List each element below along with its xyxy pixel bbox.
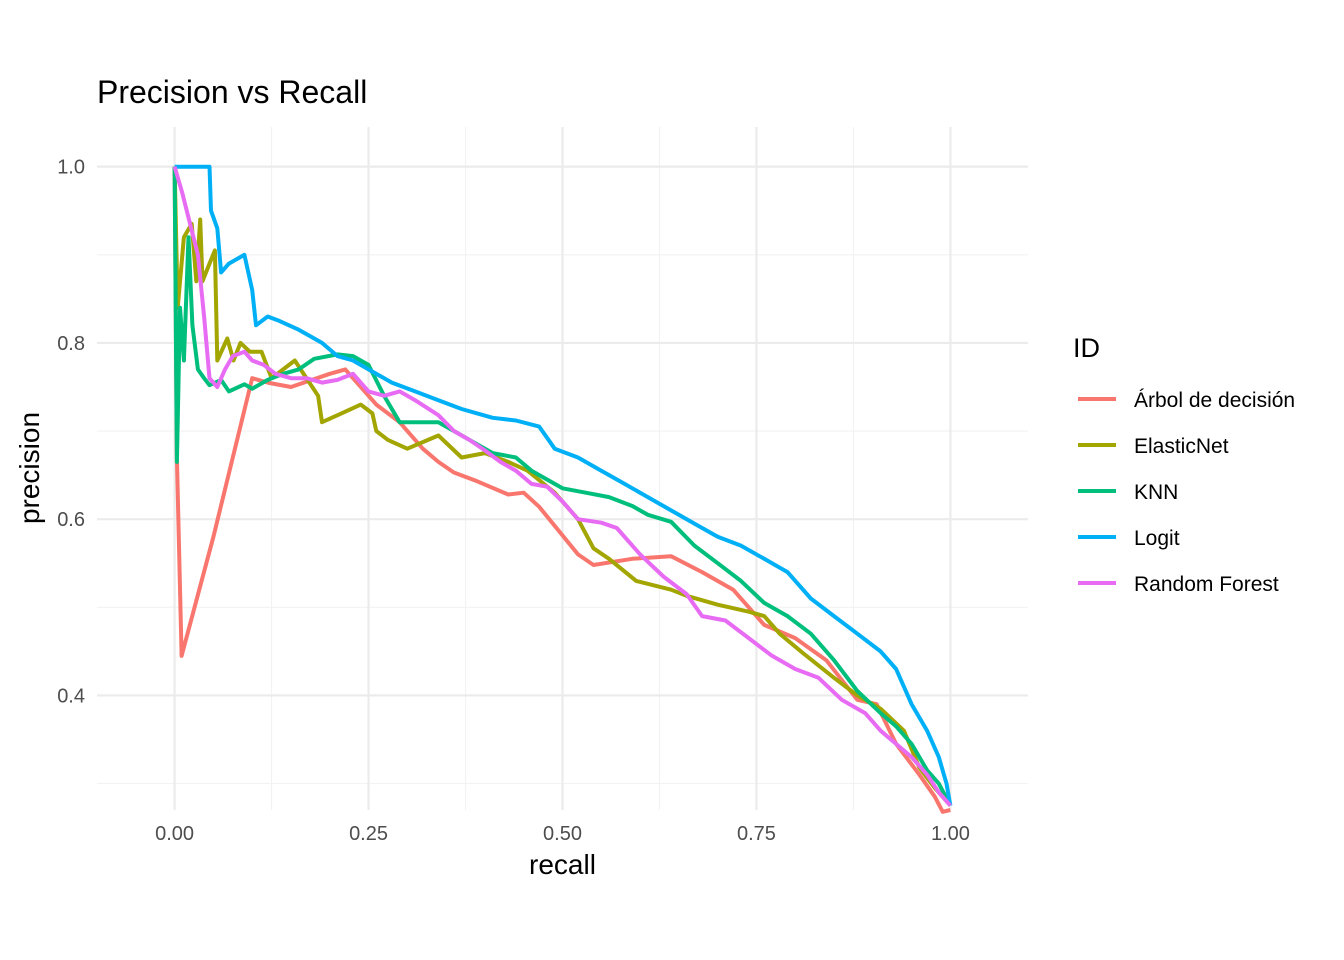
y-axis-ticks: 0.4 0.6 0.8 1.0 (57, 157, 85, 708)
legend-label: Random Forest (1134, 573, 1279, 596)
legend-item: Árbol de decisión (1078, 389, 1295, 412)
legend-label: ElasticNet (1134, 435, 1229, 458)
y-tick-label: 0.6 (57, 509, 85, 531)
x-tick-label: 0.50 (543, 823, 582, 845)
legend-item: Logit (1078, 527, 1180, 550)
x-tick-label: 0.25 (349, 823, 388, 845)
legend-title: ID (1073, 333, 1100, 363)
major-gridlines (97, 127, 1028, 810)
series-line-random-forest (172, 166, 952, 807)
legend-item: Random Forest (1078, 573, 1279, 596)
legend-label: Árbol de decisión (1134, 389, 1295, 412)
x-axis-ticks: 0.00 0.25 0.50 0.75 1.00 (155, 823, 970, 845)
y-tick-label: 0.8 (57, 333, 85, 355)
legend-label: KNN (1134, 481, 1178, 504)
x-tick-label: 0.00 (155, 823, 194, 845)
legend-items: Árbol de decisión ElasticNet KNN Logit Rando… (1078, 389, 1295, 596)
legend-label: Logit (1134, 527, 1180, 550)
series-line-elasticnet (172, 166, 952, 807)
legend: ID Árbol de decisión ElasticNet KNN Logit Ra… (1073, 333, 1295, 596)
legend-item: ElasticNet (1078, 435, 1229, 458)
x-axis-title: recall (529, 849, 596, 880)
x-tick-label: 1.00 (931, 823, 970, 845)
chart-title: Precision vs Recall (97, 74, 367, 110)
series-line-logit (174, 164, 953, 806)
x-tick-label: 0.75 (737, 823, 776, 845)
y-tick-label: 1.0 (57, 157, 85, 179)
y-axis-title: precision (14, 412, 45, 524)
y-tick-label: 0.4 (57, 685, 85, 707)
legend-item: KNN (1078, 481, 1178, 504)
series-lines (172, 164, 953, 814)
